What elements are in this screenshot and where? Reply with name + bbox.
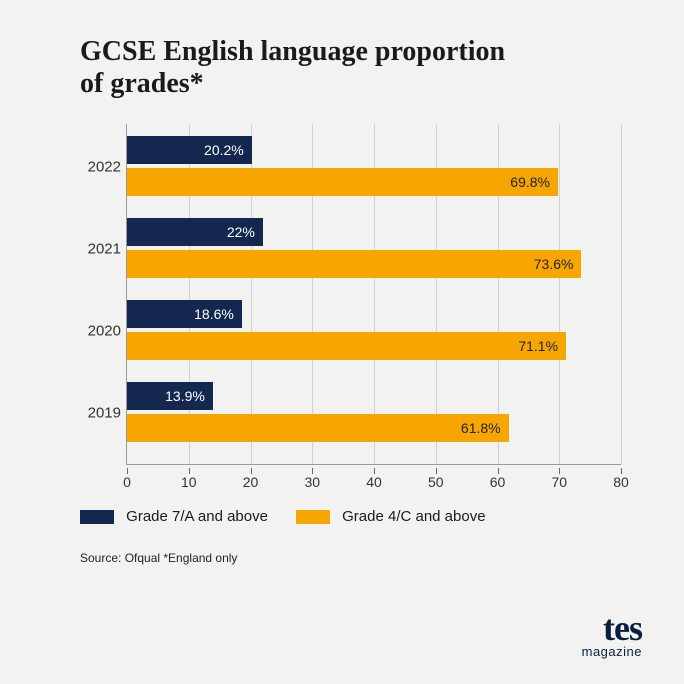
- x-tick-label: 60: [490, 474, 506, 490]
- bar-value-label: 61.8%: [461, 414, 501, 442]
- chart-title: GCSE English language proportion of grad…: [80, 36, 520, 100]
- brand-name: tes: [582, 612, 642, 644]
- bar: 22%: [127, 218, 263, 246]
- x-tick-label: 80: [613, 474, 629, 490]
- bar-group: 202122%73.6%: [127, 218, 621, 280]
- legend-swatch: [296, 510, 330, 524]
- y-category-label: 2020: [81, 323, 121, 340]
- legend-item: Grade 7/A and above: [80, 508, 268, 525]
- page: GCSE English language proportion of grad…: [0, 0, 684, 684]
- x-tick-label: 10: [181, 474, 197, 490]
- bar: 61.8%: [127, 414, 509, 442]
- x-tick-label: 20: [243, 474, 259, 490]
- legend-label: Grade 4/C and above: [342, 508, 485, 525]
- bar: 71.1%: [127, 332, 566, 360]
- bar: 20.2%: [127, 136, 252, 164]
- bar-value-label: 69.8%: [510, 168, 550, 196]
- bar-group: 201913.9%61.8%: [127, 382, 621, 444]
- y-category-label: 2022: [81, 159, 121, 176]
- source-note: Source: Ofqual *England only: [80, 551, 634, 565]
- bar-value-label: 73.6%: [534, 250, 574, 278]
- bar-value-label: 20.2%: [204, 136, 244, 164]
- y-category-label: 2019: [81, 405, 121, 422]
- legend-swatch: [80, 510, 114, 524]
- grid-line: [621, 124, 622, 464]
- y-category-label: 2021: [81, 241, 121, 258]
- brand-logo: tes magazine: [582, 612, 642, 658]
- bar: 69.8%: [127, 168, 558, 196]
- bar-value-label: 13.9%: [165, 382, 205, 410]
- bar: 73.6%: [127, 250, 581, 278]
- x-tick-label: 70: [551, 474, 567, 490]
- bar-value-label: 18.6%: [194, 300, 234, 328]
- plot-area: 01020304050607080202220.2%69.8%202122%73…: [126, 124, 621, 465]
- legend-item: Grade 4/C and above: [296, 508, 486, 525]
- x-tick-label: 40: [366, 474, 382, 490]
- brand-sub: magazine: [582, 646, 642, 658]
- bar-value-label: 22%: [227, 218, 255, 246]
- chart: 01020304050607080202220.2%69.8%202122%73…: [80, 124, 620, 494]
- x-tick-label: 30: [304, 474, 320, 490]
- bar: 18.6%: [127, 300, 242, 328]
- legend: Grade 7/A and above Grade 4/C and above: [80, 508, 634, 525]
- x-tick-label: 0: [123, 474, 131, 490]
- bar-value-label: 71.1%: [518, 332, 558, 360]
- x-tick-label: 50: [428, 474, 444, 490]
- bar-group: 202018.6%71.1%: [127, 300, 621, 362]
- bar: 13.9%: [127, 382, 213, 410]
- bar-group: 202220.2%69.8%: [127, 136, 621, 198]
- legend-label: Grade 7/A and above: [126, 508, 268, 525]
